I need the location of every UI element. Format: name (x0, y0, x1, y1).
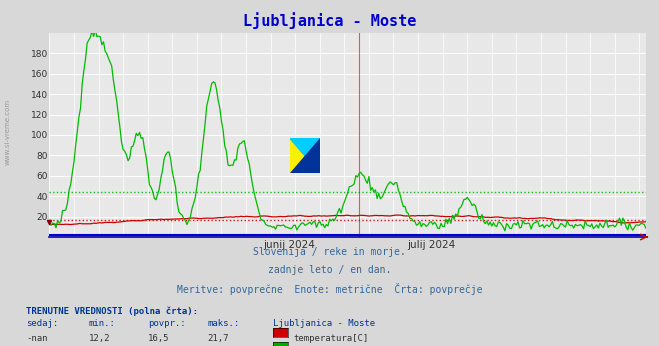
Text: -nan: -nan (26, 334, 48, 343)
Text: 16,5: 16,5 (148, 334, 170, 343)
Text: Ljubljanica - Moste: Ljubljanica - Moste (273, 319, 376, 328)
Text: povpr.:: povpr.: (148, 319, 186, 328)
Polygon shape (290, 138, 320, 173)
Text: www.si-vreme.com: www.si-vreme.com (5, 98, 11, 165)
Text: 12,2: 12,2 (89, 334, 111, 343)
Polygon shape (290, 138, 320, 173)
Polygon shape (290, 138, 320, 173)
Text: Ljubljanica - Moste: Ljubljanica - Moste (243, 12, 416, 29)
Text: sedaj:: sedaj: (26, 319, 59, 328)
Text: temperatura[C]: temperatura[C] (293, 334, 368, 343)
Text: min.:: min.: (89, 319, 116, 328)
Text: Slovenija / reke in morje.: Slovenija / reke in morje. (253, 247, 406, 257)
Text: 21,7: 21,7 (208, 334, 229, 343)
Text: zadnje leto / en dan.: zadnje leto / en dan. (268, 265, 391, 275)
Text: Meritve: povprečne  Enote: metrične  Črta: povprečje: Meritve: povprečne Enote: metrične Črta:… (177, 283, 482, 295)
Text: TRENUTNE VREDNOSTI (polna črta):: TRENUTNE VREDNOSTI (polna črta): (26, 306, 198, 316)
Text: maks.:: maks.: (208, 319, 240, 328)
